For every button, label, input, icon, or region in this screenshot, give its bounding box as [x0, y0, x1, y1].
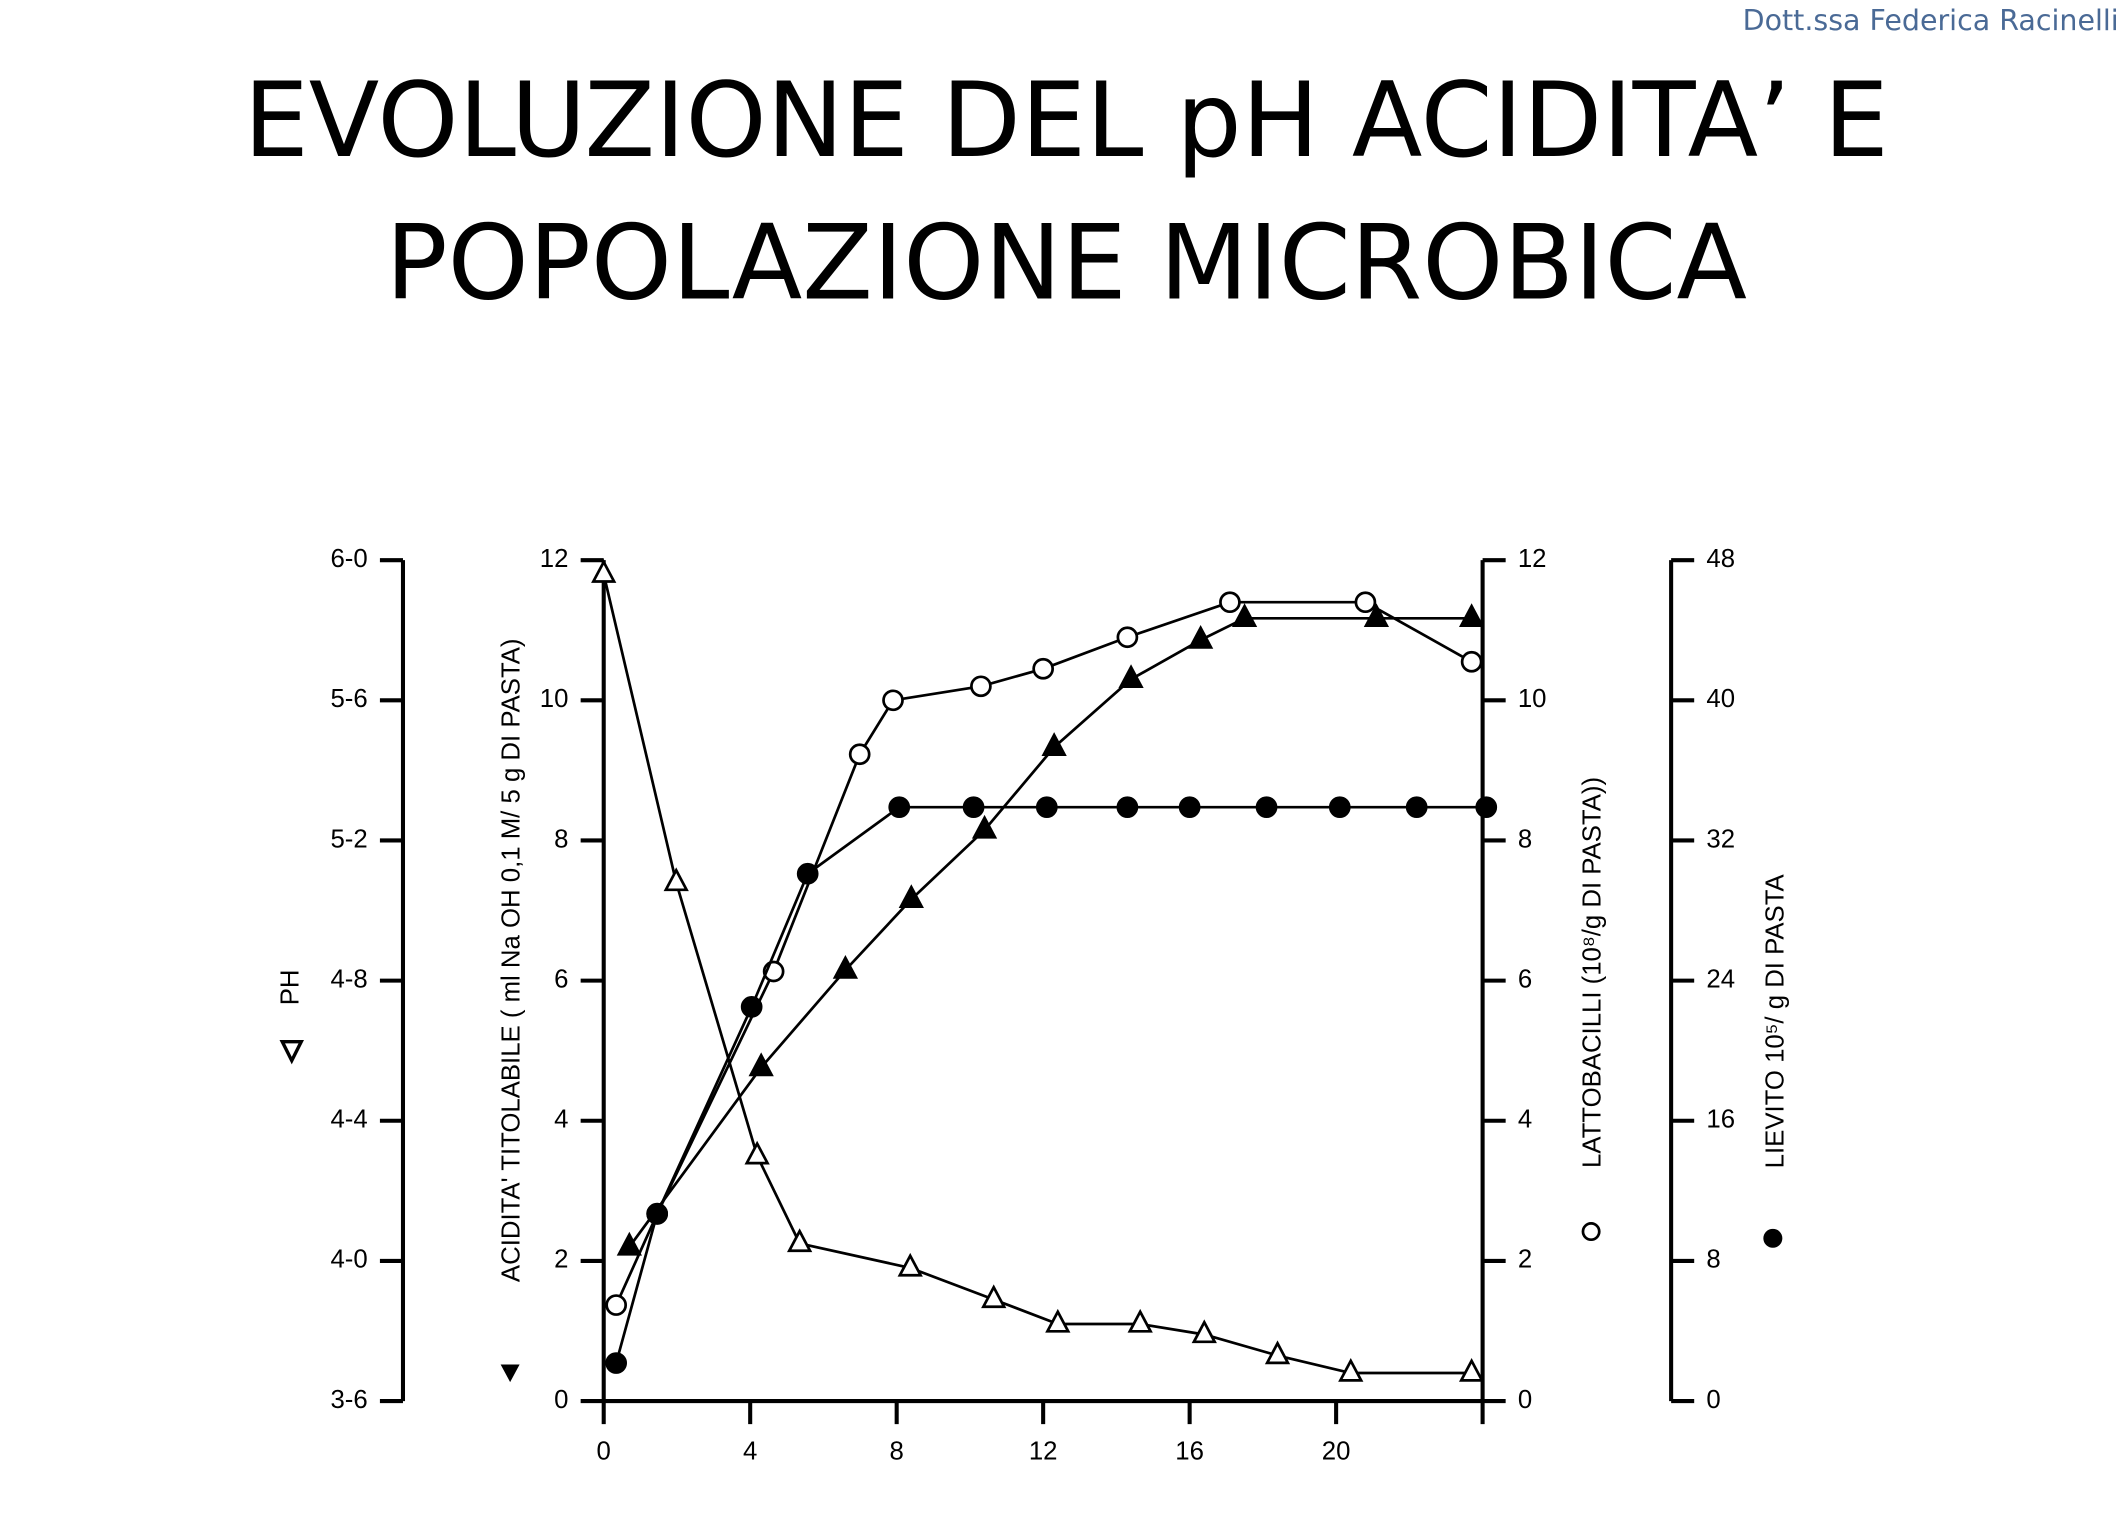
point	[646, 1202, 669, 1225]
point	[1363, 603, 1390, 627]
point	[970, 675, 992, 698]
point	[605, 1294, 628, 1316]
point	[1328, 796, 1351, 819]
axis-label: PH	[277, 970, 305, 1006]
point	[1118, 664, 1144, 688]
point	[1116, 796, 1139, 819]
point	[1264, 1340, 1291, 1365]
point	[1191, 1319, 1217, 1344]
point	[1354, 591, 1377, 614]
series-line	[614, 600, 1473, 1306]
lacto-symbol	[1581, 1222, 1601, 1242]
point	[971, 814, 998, 839]
point	[1338, 1357, 1364, 1382]
point	[748, 1052, 774, 1077]
point	[1219, 591, 1241, 614]
ph-symbol	[279, 1039, 304, 1065]
x-tick-label: 12	[1029, 1437, 1058, 1465]
title-line: EVOLUZIONE DEL pH ACIDITA’ E	[244, 61, 1889, 181]
y-tick-label: 8	[1518, 825, 1532, 853]
y-tick-label: 2	[1518, 1246, 1532, 1274]
axis-label: LATTOBACILLI (10⁸/g DI PASTA))	[1579, 777, 1607, 1168]
point	[1116, 626, 1139, 649]
y-tick-label: 3-6	[330, 1386, 367, 1414]
y-tick-label: 4	[554, 1106, 568, 1134]
y-tick-label: 8	[1706, 1246, 1720, 1274]
point	[1458, 1357, 1485, 1382]
y-tick-label: 4-0	[330, 1246, 367, 1274]
point	[1405, 796, 1428, 819]
point	[1475, 796, 1498, 819]
point	[663, 867, 689, 892]
plot: 0 4 8 12 16 203-64-04-44-85-25-66-0PH02468101…	[277, 545, 1790, 1465]
point	[888, 796, 911, 819]
y-tick-label: 10	[540, 685, 569, 713]
point	[1231, 603, 1258, 627]
point	[740, 996, 763, 1018]
y-tick-label: 0	[1706, 1386, 1720, 1414]
y-tick-label: 40	[1706, 685, 1735, 713]
x-tick-label: 4	[743, 1437, 757, 1465]
y-tick-label: 0	[554, 1386, 568, 1414]
y-tick-label: 4-8	[330, 965, 367, 993]
y-tick-label: 6-0	[330, 545, 367, 573]
y-tick-label: 32	[1706, 825, 1735, 853]
y-tick-label: 24	[1706, 965, 1735, 993]
point	[744, 1140, 770, 1165]
y-tick-label: 48	[1706, 545, 1735, 573]
author: Dott.ssa Federica Racinelli	[1743, 4, 2119, 37]
y-tick-label: 5-6	[330, 685, 367, 713]
y-tick-label: 6	[1518, 965, 1532, 993]
point	[1458, 603, 1485, 627]
y-tick-label: 10	[1518, 685, 1547, 713]
point	[1178, 796, 1201, 819]
point	[1041, 732, 1067, 756]
axis-label: LIEVITO 10⁵/ g DI PASTA	[1762, 873, 1790, 1168]
series-line	[602, 573, 1472, 1375]
point	[1255, 796, 1278, 819]
point	[848, 743, 871, 766]
point	[1127, 1308, 1153, 1333]
y-tick-label: 16	[1706, 1106, 1735, 1134]
x-tick-label: 16	[1175, 1437, 1204, 1465]
point	[1187, 624, 1214, 649]
title-line: POPOLAZIONE MICROBICA	[385, 203, 1747, 323]
axis-label: ACIDITA' TITOLABILE ( ml Na OH 0,1 M/ 5 …	[498, 638, 526, 1282]
point	[981, 1284, 1007, 1309]
point	[605, 1352, 628, 1374]
y-tick-label: 2	[554, 1246, 568, 1274]
point	[962, 796, 985, 819]
y-tick-label: 5-2	[330, 825, 367, 853]
x-tick-label: 20	[1322, 1437, 1351, 1465]
point	[1035, 796, 1058, 819]
y-tick-label: 12	[540, 545, 569, 573]
point	[882, 689, 904, 712]
point	[796, 862, 819, 885]
y-tick-label: 0	[1518, 1386, 1532, 1414]
y-tick-label: 6	[554, 965, 568, 993]
y-tick-label: 12	[1518, 545, 1547, 573]
point	[897, 1252, 923, 1277]
y-tick-label: 8	[554, 825, 568, 853]
y-tick-label: 4-4	[330, 1106, 367, 1134]
point	[591, 559, 617, 583]
point	[616, 1231, 642, 1256]
point	[898, 884, 924, 909]
y-tick-label: 4	[1518, 1106, 1532, 1134]
point	[1460, 650, 1483, 673]
point	[786, 1228, 813, 1253]
yeast-symbol	[1763, 1228, 1783, 1248]
acidity-symbol	[500, 1364, 520, 1383]
point	[1032, 657, 1055, 680]
x-tick-label: 8	[890, 1437, 904, 1465]
point	[1045, 1308, 1071, 1333]
x-tick-label: 0	[597, 1437, 611, 1465]
point	[832, 955, 859, 979]
